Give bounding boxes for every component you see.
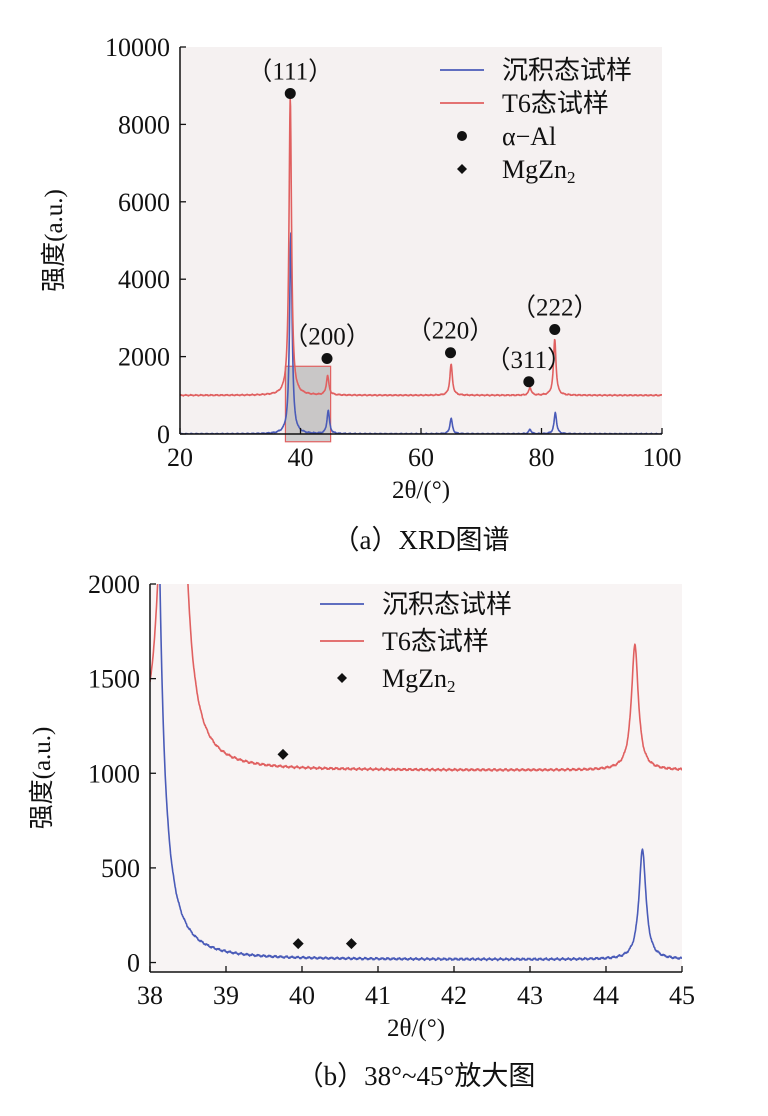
mgzn2-marker [345, 938, 357, 950]
legend-label: MgZn2 [382, 664, 456, 696]
mgzn2-marker [292, 938, 304, 950]
legend-label-text: T6态试样 [382, 627, 489, 656]
peak-label: （111） [247, 57, 333, 85]
legend-label-text: 沉积态试样 [502, 56, 632, 85]
legend-label: α−Al [502, 122, 556, 151]
legend-label-text: 沉积态试样 [382, 590, 512, 619]
peak-label: （200） [283, 323, 371, 351]
curves [150, 584, 682, 962]
legend-label-text: T6态试样 [502, 89, 609, 118]
x-tick-label: 44 [593, 981, 619, 1010]
legend-label: 沉积态试样 [382, 590, 512, 619]
legend-label: T6态试样 [502, 89, 609, 118]
legend-label: MgZn2 [502, 155, 576, 187]
legend-key-alpha-al [457, 131, 467, 141]
x-tick-label: 43 [517, 981, 543, 1010]
panel-caption: （b）38°~45°放大图 [297, 1061, 536, 1091]
legend-label-subscript: 2 [567, 168, 576, 187]
y-axis-label: 强度(a.u.) [28, 727, 56, 830]
y-axis-label: 强度(a.u.) [40, 189, 68, 292]
series-line-t6 [180, 97, 662, 397]
y-tick-label: 1000 [88, 759, 140, 788]
y-tick-label: 8000 [118, 110, 170, 139]
x-axis-label: 2θ/(°) [387, 1015, 445, 1042]
legend-label-subscript: 2 [447, 677, 456, 696]
legend-key-mgzn2 [337, 673, 347, 683]
y-tick-label: 1500 [88, 665, 140, 694]
x-tick-label: 45 [669, 981, 695, 1010]
x-tick-label: 40 [288, 443, 314, 472]
y-tick-label: 2000 [118, 343, 170, 372]
plot-area [150, 584, 682, 972]
x-axis-label: 2θ/(°) [392, 477, 450, 504]
alpha-al-marker [549, 324, 561, 336]
panel-caption: （a）XRD图谱 [333, 525, 510, 555]
x-tick-label: 60 [408, 443, 434, 472]
x-tick-label: 100 [643, 443, 682, 472]
series-line-t6 [150, 584, 682, 772]
legend-label: T6态试样 [382, 627, 489, 656]
x-tick-label: 42 [441, 981, 467, 1010]
legend-key-mgzn2 [457, 164, 467, 174]
x-tick-label: 40 [289, 981, 315, 1010]
x-tick-label: 41 [365, 981, 391, 1010]
legend-label-text: MgZn [502, 155, 567, 184]
x-tick-label: 80 [529, 443, 555, 472]
y-tick-label: 4000 [118, 265, 170, 294]
alpha-al-marker [321, 353, 333, 365]
series-line-deposited [159, 584, 682, 962]
x-tick-label: 38 [137, 981, 163, 1010]
alpha-al-marker [523, 376, 535, 388]
y-tick-label: 2000 [88, 570, 140, 599]
alpha-al-marker [445, 347, 457, 359]
x-tick-label: 39 [213, 981, 239, 1010]
alpha-al-marker [284, 87, 296, 99]
y-tick-label: 0 [157, 420, 170, 449]
panel-a-xrd-pattern: 20 40 60 80 100 0 2000 4000 6000 8000 10000 2θ/(°) 强… [40, 33, 682, 555]
y-tick-label: 0 [127, 949, 140, 978]
legend-label-text: MgZn [382, 664, 447, 693]
y-tick-label: 500 [101, 854, 140, 883]
x-tick-label: 20 [167, 443, 193, 472]
legend-label: 沉积态试样 [502, 56, 632, 85]
peak-label: （311） [486, 346, 573, 374]
y-tick-label: 10000 [105, 33, 170, 62]
legend-label-text: α−Al [502, 122, 556, 151]
peak-label: （220） [407, 317, 495, 345]
peak-label: （222） [511, 294, 599, 322]
panel-b-zoom: 38 39 40 41 42 43 44 45 0 500 1000 1500 2000 2θ/(°) 强度… [28, 570, 695, 1091]
mgzn2-marker [277, 748, 289, 760]
y-tick-label: 6000 [118, 188, 170, 217]
plot-area [180, 47, 662, 434]
